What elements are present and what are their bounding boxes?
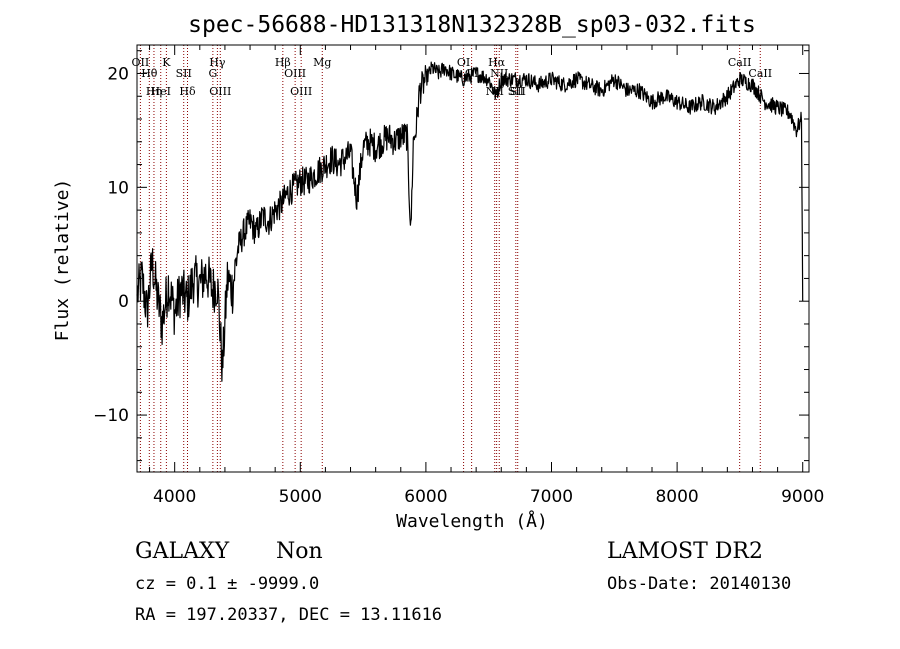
line-label: CaII: [728, 56, 752, 69]
obs-date-text: Obs-Date: 20140130: [607, 574, 791, 594]
y-tick-label: −10: [93, 406, 129, 426]
x-tick-label: 6000: [404, 487, 447, 507]
x-axis: 4000 5000 6000 7000 8000 9000: [149, 45, 824, 507]
line-markers: [139, 45, 761, 472]
line-label: K: [162, 56, 171, 69]
chart-title: spec-56688-HD131318N132328B_sp03-032.fit…: [188, 12, 756, 38]
coordinates-text: RA = 197.20337, DEC = 13.11616: [135, 605, 442, 625]
line-label: Hβ: [275, 56, 291, 69]
object-subclass: Non: [276, 539, 323, 564]
x-tick-label: 5000: [279, 487, 322, 507]
line-label: OIII: [284, 67, 306, 80]
line-label: HeI: [151, 85, 171, 98]
line-label: SII: [176, 67, 192, 80]
plot-frame: [136, 44, 810, 473]
line-label: Hδ: [179, 85, 196, 98]
y-axis-label: Flux (relative): [52, 179, 73, 342]
line-label: OIII: [209, 85, 231, 98]
line-label: Hη: [146, 85, 162, 98]
line-label: OIII: [290, 85, 312, 98]
redshift-text: cz = 0.1 ± -9999.0: [135, 574, 319, 594]
line-label: OI: [457, 56, 470, 69]
y-axis: −10 0 10 20: [93, 50, 809, 462]
line-label: Mg: [313, 56, 331, 69]
line-label: Hθ: [141, 67, 158, 80]
line-label: SII: [508, 85, 524, 98]
line-label: SII: [510, 85, 526, 98]
survey-name: LAMOST DR2: [607, 539, 763, 564]
y-tick-label: 20: [107, 64, 129, 84]
line-label: G: [208, 67, 217, 80]
x-tick-label: 8000: [655, 487, 698, 507]
line-label: CaII: [748, 67, 772, 80]
y-tick-label: 10: [107, 178, 129, 198]
spectrum-line: [136, 61, 804, 382]
y-tick-label: 0: [118, 292, 129, 312]
line-label: OII: [132, 56, 150, 69]
x-tick-label: 4000: [153, 487, 196, 507]
line-label: Hγ: [209, 56, 226, 69]
x-tick-label: 9000: [781, 487, 824, 507]
x-tick-label: 7000: [530, 487, 573, 507]
line-label: Hα: [488, 56, 506, 69]
object-class: GALAXY: [135, 539, 230, 564]
x-axis-label: Wavelength (Å): [396, 510, 548, 532]
